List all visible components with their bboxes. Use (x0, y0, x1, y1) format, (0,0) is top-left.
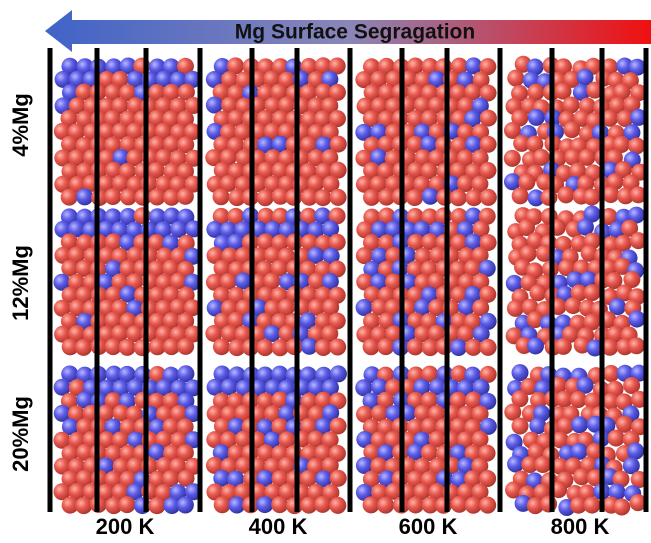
atom-panel (355, 365, 497, 513)
arrow-label: Mg Surface Segragation (235, 21, 475, 44)
atom-panel (506, 206, 647, 357)
atom (213, 188, 230, 205)
atom (377, 338, 394, 355)
atom-panel (53, 365, 202, 514)
atom (512, 418, 529, 435)
atom (257, 189, 274, 206)
atom (406, 189, 423, 206)
atom-panel (504, 56, 649, 207)
atom (507, 70, 524, 87)
atom (555, 338, 572, 355)
atom (285, 189, 302, 206)
atom-panel (504, 364, 648, 516)
atom (257, 339, 274, 356)
atom (628, 337, 645, 354)
atom (120, 188, 137, 205)
atom (314, 189, 331, 206)
atom (480, 339, 497, 356)
atom (76, 188, 93, 205)
row-label: 20%Mg (8, 396, 33, 472)
atom (422, 188, 439, 205)
atom (534, 456, 551, 473)
atom-panel (205, 207, 346, 356)
atom (627, 443, 644, 460)
atom (480, 189, 497, 206)
atom (314, 496, 331, 513)
atom (75, 339, 92, 356)
atom (527, 337, 544, 354)
atom (407, 496, 424, 513)
atom (583, 189, 600, 206)
atom (363, 496, 380, 513)
atom (504, 150, 521, 167)
atom (528, 109, 545, 126)
atom (529, 284, 546, 301)
atom (613, 499, 630, 516)
atom (286, 338, 303, 355)
atom (615, 235, 632, 252)
row-label: 12%Mg (8, 245, 33, 321)
atom (540, 189, 557, 206)
atom (363, 338, 380, 355)
atom (75, 497, 92, 514)
atom (61, 189, 78, 206)
atom (407, 338, 424, 355)
atom (177, 497, 194, 514)
atom-panel (53, 207, 202, 356)
atom (329, 497, 346, 514)
atom-panel (54, 58, 202, 206)
atom (119, 496, 136, 513)
atom (450, 339, 467, 356)
atom (329, 339, 346, 356)
panel-grid (50, 48, 648, 516)
atom (602, 186, 619, 203)
atom (213, 338, 230, 355)
atom (271, 496, 288, 513)
atom (558, 186, 575, 203)
atom (177, 188, 194, 205)
figure: Mg Surface Segragation 4%Mg 12%Mg 20%Mg 200… (0, 0, 651, 543)
atom (565, 297, 582, 314)
atom (479, 497, 496, 514)
column-label: 800 K (551, 514, 610, 539)
column-label: 400 K (249, 514, 308, 539)
atom (507, 300, 524, 317)
atom-panel (356, 207, 497, 356)
row-label: 4%Mg (8, 93, 33, 157)
atom (256, 496, 273, 513)
atom (584, 497, 601, 514)
column-label: 200 K (96, 514, 155, 539)
column-label: 600 K (399, 514, 458, 539)
atom (465, 339, 482, 356)
atom (149, 189, 166, 206)
atom (584, 284, 601, 301)
atom (119, 339, 136, 356)
atom (330, 189, 347, 206)
atom (540, 496, 557, 513)
atom (377, 497, 394, 514)
atom-panel (206, 365, 347, 514)
atom (563, 121, 580, 138)
atom (608, 430, 625, 447)
atom (450, 189, 467, 206)
atom (104, 188, 121, 205)
atom (148, 497, 165, 514)
atom (363, 189, 380, 206)
atom-panel (205, 57, 346, 206)
atom (563, 97, 580, 114)
atom (214, 496, 231, 513)
atom (177, 338, 194, 355)
atom (628, 311, 645, 328)
atom-panel (355, 57, 497, 206)
atom (571, 416, 588, 433)
atom (570, 391, 587, 408)
atom (512, 187, 529, 204)
